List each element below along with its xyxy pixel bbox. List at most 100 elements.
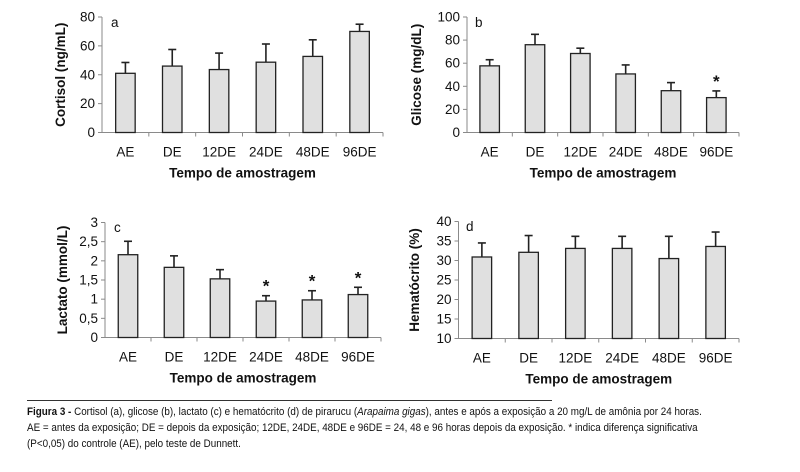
bar-12DE [208,68,230,134]
x-tick-label: DE [165,350,184,365]
bar-24DE [615,73,637,134]
y-axis-title: Hematócrito (%) [407,228,422,332]
x-tick-label: 24DE [609,145,643,160]
caption-species: Arapaima gigas [357,406,426,418]
x-tick-label: 48DE [652,351,686,366]
x-tick-label: 12DE [202,145,236,160]
panel-letter: b [475,15,483,30]
y-axis-title: Glicose (mg/dL) [409,24,424,126]
x-tick-label: 96DE [699,145,733,160]
bar-48DE [660,90,682,134]
x-tick-label: DE [519,351,538,366]
y-tick-label: 60 [445,56,460,71]
chart-panel-d: 10 15 20 25 30 35 40 AE DE 12DE 24DE 48DE 96DE Tempo … [407,214,740,387]
bar-DE [161,65,183,134]
x-tick-label: 48DE [296,145,330,160]
caption-label: Figura 3 - [27,406,72,418]
bar-48DE [301,299,323,339]
y-tick-label: 1 [90,292,98,307]
significance-star: * [713,72,720,91]
x-tick-label: 12DE [203,350,237,365]
bar-24DE [255,61,277,134]
y-tick-label: 20 [80,96,95,111]
y-tick-label: 10 [436,331,451,346]
x-tick-label: 24DE [605,351,639,366]
y-tick-label: 0 [90,330,98,345]
bar-12DE [564,247,586,340]
caption-line-3: (P<0,05) do controle (AE), pelo teste de… [27,438,241,451]
bar-AE [479,65,501,134]
significance-star: * [355,268,362,287]
x-tick-label: 48DE [654,145,688,160]
bar-96DE [349,30,370,134]
chart-panel-b: 0 20 40 60 80 100 AE DE 12DE 24DE 48DE 96DE * Tempo d… [409,10,740,181]
x-tick-label: 24DE [249,350,283,365]
x-tick-label: 12DE [558,351,592,366]
y-tick-label: 2 [90,253,98,268]
x-tick-label: 96DE [699,351,733,366]
bar-48DE [302,55,324,134]
panel-letter: d [466,219,474,234]
bar-12DE [569,52,591,134]
bar-AE [115,72,136,134]
y-tick-label: 0 [452,125,460,140]
x-tick-label: 96DE [341,350,375,365]
chart-panel-a: 0 20 40 60 80 AE DE 12DE 24DE 48DE 96DE Tempo de am… [53,10,384,181]
y-tick-label: 20 [445,102,460,117]
caption-line-1: Figura 3 - Cortisol (a), glicose (b), la… [27,404,734,420]
x-axis-title: Tempo de amostragem [525,372,672,387]
x-axis-title: Tempo de amostragem [530,166,677,181]
caption-text-1a: Cortisol (a), glicose (b), lactato (c) e… [71,406,358,418]
caption-line-2: AE = antes da exposição; DE = depois da … [27,422,698,435]
x-tick-label: 24DE [249,145,283,160]
caption-divider [27,400,552,401]
y-tick-label: 20 [436,292,451,307]
y-axis-title: Lactato (mmol/L) [55,226,70,335]
x-tick-label: AE [116,145,134,160]
y-axis-title: Cortisol (ng/mL) [53,23,68,127]
y-tick-label: 30 [436,253,451,268]
x-tick-label: AE [473,351,491,366]
caption-text-1b: ), antes e após a exposição a 20 mg/L de… [425,406,702,418]
bar-96DE [705,96,727,134]
y-tick-label: 15 [436,312,451,327]
x-tick-label: AE [481,145,499,160]
bar-24DE [611,247,633,340]
x-tick-label: 12DE [563,145,597,160]
x-tick-label: AE [119,350,137,365]
panel-letter: c [114,220,121,235]
x-axis-title: Tempo de amostragem [170,371,317,386]
x-axis-title: Tempo de amostragem [169,166,316,181]
bar-24DE [255,300,277,339]
y-tick-label: 2,5 [79,234,98,249]
bar-DE [518,251,540,340]
y-tick-label: 35 [436,234,451,249]
y-tick-label: 40 [436,214,451,229]
x-tick-label: 48DE [295,350,329,365]
x-tick-label: 96DE [343,145,377,160]
y-tick-label: 40 [80,67,95,82]
panel-letter: a [111,15,119,30]
bar-AE [117,254,139,339]
y-tick-label: 40 [445,79,460,94]
bar-DE [163,266,185,339]
y-tick-label: 1,5 [79,273,98,288]
significance-star: * [309,272,316,291]
y-tick-label: 3 [90,215,98,230]
y-tick-label: 0,5 [79,311,98,326]
x-tick-label: DE [163,145,182,160]
y-tick-label: 0 [87,125,95,140]
y-tick-label: 80 [80,10,95,25]
y-tick-label: 25 [436,273,451,288]
y-tick-label: 80 [445,33,460,48]
bar-96DE [347,293,369,339]
bar-96DE [705,245,727,340]
significance-star: * [263,277,270,296]
bar-12DE [209,278,231,339]
bar-48DE [658,257,680,340]
figure-caption: Figura 3 - Cortisol (a), glicose (b), la… [27,404,734,453]
y-tick-label: 100 [437,10,460,25]
x-tick-label: DE [526,145,545,160]
bar-DE [524,44,546,134]
